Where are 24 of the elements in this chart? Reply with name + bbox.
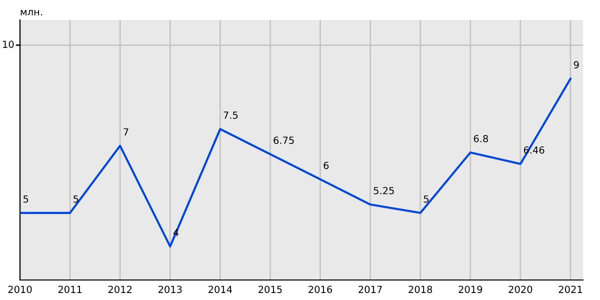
- data-label: 5.25: [374, 186, 394, 194]
- x-tick-label: 2014: [208, 286, 232, 294]
- data-label: 7: [124, 128, 128, 136]
- data-label: 5: [24, 195, 28, 203]
- data-label: 6.8: [474, 134, 488, 142]
- x-tick-label: 2010: [8, 286, 32, 294]
- data-label: 6.75: [274, 136, 294, 144]
- x-tick-label: 2011: [58, 286, 82, 294]
- ref-line-label: 10: [3, 40, 14, 48]
- x-tick-label: 2021: [558, 286, 582, 294]
- data-label: 6: [324, 162, 329, 170]
- x-tick-label: 2017: [358, 286, 382, 294]
- data-label: 9: [574, 61, 579, 68]
- x-tick-label: 2015: [258, 286, 282, 294]
- data-label: 5: [424, 195, 428, 203]
- data-label: 5: [74, 195, 78, 203]
- x-tick-label: 2016: [308, 286, 332, 294]
- x-tick-label: 2019: [458, 286, 482, 294]
- x-tick-label: 2020: [508, 286, 532, 294]
- x-tick-label: 2013: [158, 286, 182, 294]
- y-axis-title: млн.: [20, 10, 42, 16]
- x-tick-label: 2018: [408, 286, 432, 294]
- data-label: 7.5: [224, 112, 238, 119]
- x-tick-label: 2012: [108, 286, 132, 294]
